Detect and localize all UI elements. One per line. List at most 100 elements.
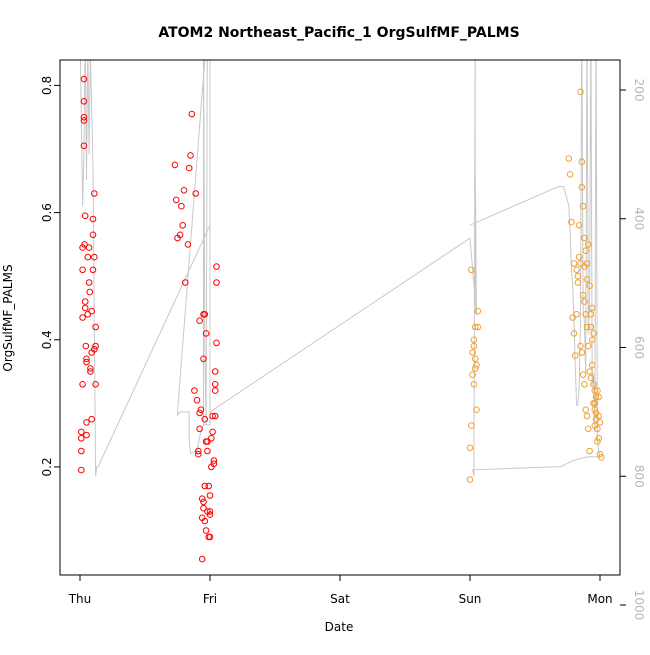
data-point-s0-9 (80, 113, 88, 121)
data-point-s1-57 (587, 374, 595, 382)
data-point-s1-13 (474, 323, 482, 331)
data-point-s1-62 (583, 323, 591, 331)
data-point-s0-10 (80, 117, 88, 124)
data-point-s0-28 (87, 365, 94, 372)
data-point-s0-97 (200, 311, 207, 318)
y2-tick-label-0: 200 (632, 79, 646, 102)
data-point-s0-29 (88, 307, 95, 315)
data-point-s0-55 (193, 396, 201, 404)
data-point-s0-21 (83, 431, 90, 439)
data-point-s1-36 (588, 304, 596, 312)
data-point-s0-8 (80, 142, 88, 150)
data-point-s1-46 (595, 435, 603, 442)
data-point-s0-12 (80, 75, 88, 83)
y-tick-label-3: 0.8 (40, 76, 54, 95)
data-point-s1-41 (591, 406, 599, 414)
data-point-s1-73 (591, 400, 599, 407)
data-point-s1-65 (573, 266, 580, 274)
data-point-s1-66 (574, 272, 582, 280)
data-point-s1-48 (596, 419, 604, 426)
data-point-s0-2 (78, 435, 85, 442)
data-point-s1-31 (582, 247, 590, 254)
data-point-s0-20 (83, 419, 90, 426)
data-point-s0-76 (210, 460, 218, 468)
data-point-s0-75 (209, 412, 216, 420)
data-point-s0-46 (179, 222, 186, 229)
data-point-s0-59 (196, 409, 203, 417)
chart-title: ATOM2 Northeast_Pacific_1 OrgSulfMF_PALM… (158, 25, 519, 41)
data-point-s0-23 (84, 253, 92, 261)
x-tick-label-1: Fri (203, 592, 217, 606)
data-point-s1-9 (471, 323, 479, 331)
data-point-s0-77 (210, 457, 218, 464)
data-point-s1-74 (592, 393, 600, 401)
data-point-s1-17 (566, 171, 574, 178)
data-point-s1-25 (575, 253, 583, 261)
data-point-s0-80 (211, 368, 219, 375)
data-point-s1-16 (565, 155, 573, 162)
data-point-s1-54 (583, 412, 591, 420)
data-point-s1-22 (572, 352, 579, 359)
data-point-s1-70 (583, 276, 591, 283)
data-point-s0-22 (84, 311, 92, 318)
data-point-s0-92 (205, 482, 212, 490)
data-point-s0-65 (201, 482, 209, 490)
data-point-s0-3 (78, 428, 85, 436)
data-point-s0-81 (213, 339, 220, 347)
data-point-s0-52 (188, 110, 196, 118)
data-point-s0-53 (191, 387, 198, 394)
x-tick-label-2: Sat (330, 592, 350, 606)
data-point-s1-51 (579, 371, 587, 379)
data-point-s0-54 (192, 190, 199, 197)
data-point-s0-32 (89, 215, 97, 223)
data-point-s0-96 (196, 317, 203, 325)
data-point-s1-2 (468, 422, 475, 429)
y2-tick-label-2: 600 (632, 336, 646, 359)
data-point-s1-55 (585, 425, 592, 433)
data-point-s0-18 (83, 355, 90, 363)
data-point-s0-49 (184, 241, 192, 248)
data-point-s0-57 (195, 447, 202, 455)
y2-tick-label-3: 800 (632, 465, 646, 488)
x-axis: Thu Fri Sat Sun Mon (68, 575, 613, 606)
data-point-s1-1 (466, 444, 474, 452)
data-point-s1-72 (588, 336, 596, 344)
data-point-s0-4 (79, 381, 86, 388)
data-point-s0-83 (213, 263, 220, 270)
data-point-s0-48 (182, 279, 189, 286)
data-point-s1-78 (586, 447, 593, 455)
data-point-s0-16 (81, 304, 89, 312)
data-point-s1-8 (471, 365, 479, 372)
y-tick-label-1: 0.4 (40, 330, 54, 349)
data-point-s0-34 (89, 266, 97, 274)
data-point-s1-40 (591, 387, 599, 394)
data-point-s1-77 (595, 412, 603, 420)
data-point-s1-15 (470, 342, 478, 350)
data-point-s1-30 (581, 234, 588, 242)
data-point-s0-27 (87, 368, 94, 375)
data-point-s0-79 (211, 381, 219, 388)
data-point-s0-66 (201, 517, 209, 525)
data-point-s1-14 (471, 355, 479, 363)
data-point-s0-64 (200, 504, 207, 512)
data-point-s1-4 (469, 371, 476, 379)
secondary-line (79, 60, 601, 477)
data-point-s1-49 (598, 454, 605, 461)
data-point-s0-56 (195, 450, 202, 458)
data-point-s0-44 (176, 231, 184, 239)
y-axis: 0.2 0.4 0.6 0.8 (40, 76, 60, 476)
data-point-s0-45 (178, 202, 185, 210)
data-point-s0-73 (208, 435, 215, 442)
data-point-s0-17 (82, 342, 90, 350)
data-point-s1-35 (587, 323, 595, 331)
data-point-s0-78 (211, 387, 219, 394)
data-point-s1-75 (594, 387, 601, 394)
data-point-s0-86 (204, 438, 211, 445)
data-point-s1-45 (595, 393, 603, 401)
data-point-s1-37 (588, 361, 596, 369)
data-point-s0-38 (92, 323, 99, 331)
x-axis-label: Date (325, 620, 354, 634)
data-point-s1-44 (594, 438, 601, 445)
data-point-s0-63 (200, 498, 207, 506)
